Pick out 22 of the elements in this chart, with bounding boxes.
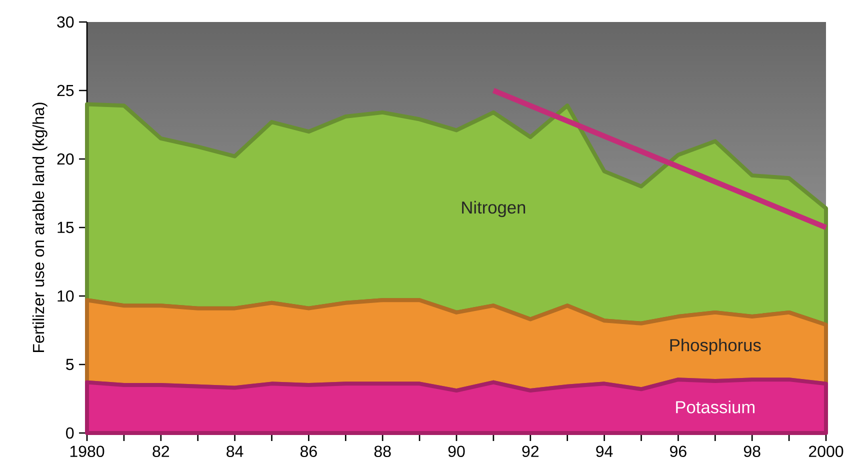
x-tick-label: 94 [596,446,613,458]
x-tick-label: 82 [152,446,169,458]
series-label: Nitrogen [462,200,526,218]
y-tick-label: 20 [57,153,74,165]
y-tick-label: 5 [66,358,74,370]
x-tick-label: 90 [448,446,465,458]
y-axis-title: Fertilizer use on arable land (kg/ha) [32,102,48,352]
x-tick-label: 92 [522,446,538,458]
y-tick-label: 15 [58,222,74,234]
y-tick-label: 10 [58,290,74,302]
y-tick-label: 25 [57,84,74,96]
x-tick-label: 86 [300,446,317,458]
x-tick-label: 96 [670,446,686,458]
x-tick-label: 84 [226,446,244,458]
y-tick-label: 0 [66,427,74,439]
x-tick-label: 1980 [70,446,104,458]
series-label: Potassium [676,400,754,414]
series-label: Phosphorus [670,338,761,355]
x-tick-label: 98 [744,446,760,458]
x-tick-label: 88 [374,446,391,458]
y-tick-label: 30 [57,16,74,28]
x-tick-label: 2000 [809,446,844,458]
